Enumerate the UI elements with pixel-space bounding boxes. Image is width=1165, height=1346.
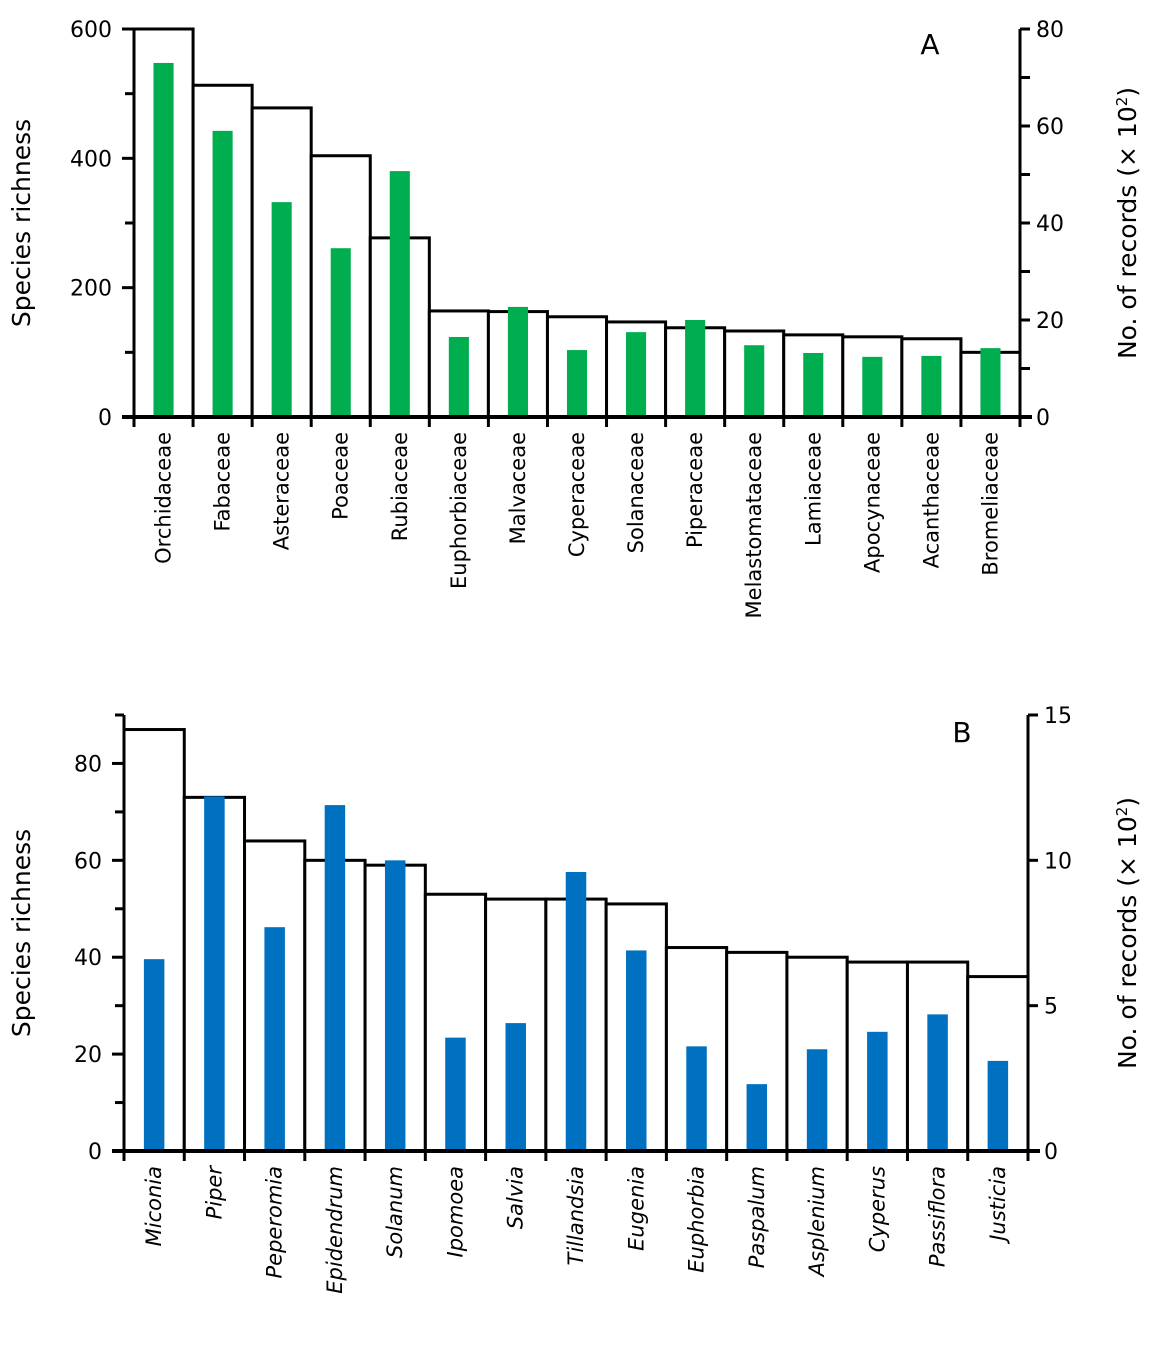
left-tick-label: 80 — [74, 752, 102, 777]
category-label: Paspalum — [745, 1166, 769, 1268]
category-label: Apocynaceae — [860, 432, 884, 573]
records-bar — [384, 860, 406, 1151]
category-label: Salvia — [504, 1166, 528, 1229]
records-bar — [686, 1046, 707, 1151]
category-label: Miconia — [142, 1166, 166, 1246]
records-bar — [980, 348, 1001, 417]
left-tick-label: 40 — [74, 946, 102, 971]
category-label: Bromeliaceae — [978, 432, 1002, 576]
left-tick-label: 0 — [98, 406, 112, 431]
category-label: Lamiaceae — [801, 432, 825, 546]
right-tick-label: 0 — [1036, 406, 1050, 431]
records-bar — [566, 350, 588, 417]
records-series — [143, 796, 1009, 1151]
records-bar — [685, 320, 706, 417]
left-axis-title: Species richness — [7, 119, 36, 327]
records-bar — [264, 927, 285, 1151]
records-series — [153, 62, 1001, 417]
records-bar — [806, 1049, 828, 1151]
left-tick-label: 600 — [70, 18, 112, 43]
records-bar — [626, 950, 647, 1151]
right-tick-label: 20 — [1036, 309, 1064, 334]
category-label: Passiflora — [926, 1166, 950, 1267]
category-label: Epidendrum — [323, 1166, 347, 1294]
records-bar — [987, 1060, 1009, 1151]
records-bar — [204, 796, 225, 1151]
records-bar — [212, 130, 233, 417]
records-bar — [448, 336, 469, 417]
category-label: Fabaceae — [211, 432, 235, 531]
right-tick-label: 5 — [1044, 995, 1058, 1020]
category-label: Acanthaceae — [919, 432, 943, 568]
category-label: Piperaceae — [683, 432, 707, 548]
records-bar — [389, 171, 410, 417]
left-tick-label: 200 — [70, 277, 112, 302]
category-label: Cyperaceae — [565, 432, 589, 557]
right-tick-label: 0 — [1044, 1140, 1058, 1165]
right-axis-title: No. of records (× 102) — [1113, 87, 1142, 359]
panel-b: 0 20 40 60 80 0 5 10 15 Miconia Piper Peperomia Epid… — [7, 704, 1142, 1294]
left-tick-label: 20 — [74, 1043, 102, 1068]
panel-letter: A — [920, 28, 939, 61]
category-label: Solanum — [383, 1166, 407, 1258]
category-label: Solanaceae — [624, 432, 648, 553]
right-tick-label: 60 — [1036, 115, 1064, 140]
right-tick-label: 80 — [1036, 18, 1064, 43]
left-tick-label: 0 — [88, 1140, 102, 1165]
left-tick-label: 400 — [70, 147, 112, 172]
records-bar — [927, 1014, 948, 1151]
category-label: Asplenium — [805, 1166, 829, 1278]
records-bar — [271, 202, 292, 417]
category-label: Poaceae — [329, 432, 353, 520]
category-label: Justicia — [986, 1166, 1010, 1245]
category-label: Cyperus — [865, 1166, 889, 1252]
records-bar — [744, 345, 765, 417]
records-bar — [505, 1023, 526, 1151]
records-bar — [862, 356, 883, 417]
category-label: Orchidaceae — [152, 432, 176, 564]
category-label: Piper — [202, 1165, 226, 1220]
records-bar — [324, 805, 346, 1151]
category-label: Asteraceae — [270, 432, 294, 550]
category-label: Malvaceae — [506, 432, 530, 544]
panel-letter: B — [952, 716, 971, 749]
left-tick-label: 60 — [74, 849, 102, 874]
records-bar — [445, 1037, 466, 1151]
records-bar — [746, 1084, 768, 1151]
category-label: Melastomataceae — [742, 432, 766, 618]
records-bar — [507, 306, 528, 417]
records-bar — [867, 1031, 888, 1151]
records-bar — [626, 332, 647, 417]
category-label: Tillandsia — [564, 1166, 588, 1265]
left-axis-title: Species richness — [7, 829, 36, 1037]
right-tick-label: 10 — [1044, 849, 1072, 874]
records-bar — [921, 355, 942, 417]
records-bar — [565, 871, 587, 1151]
records-bar — [143, 959, 165, 1151]
category-label: Euphorbia — [685, 1166, 709, 1273]
right-tick-label: 40 — [1036, 212, 1064, 237]
category-label: Eugenia — [624, 1166, 648, 1251]
category-label: Peperomia — [263, 1166, 287, 1278]
category-label: Rubiaceae — [388, 432, 412, 541]
right-axis-title: No. of records (× 102) — [1113, 797, 1142, 1069]
records-bar — [330, 248, 351, 417]
category-label: Euphorbiaceae — [447, 432, 471, 589]
category-label: Ipomoea — [443, 1166, 467, 1257]
records-bar — [153, 62, 174, 417]
right-tick-label: 15 — [1044, 704, 1072, 729]
panel-a: 0 200 400 600 0 20 40 60 80 Orchidaceae Fabaceae As… — [7, 18, 1142, 618]
records-bar — [803, 352, 824, 417]
